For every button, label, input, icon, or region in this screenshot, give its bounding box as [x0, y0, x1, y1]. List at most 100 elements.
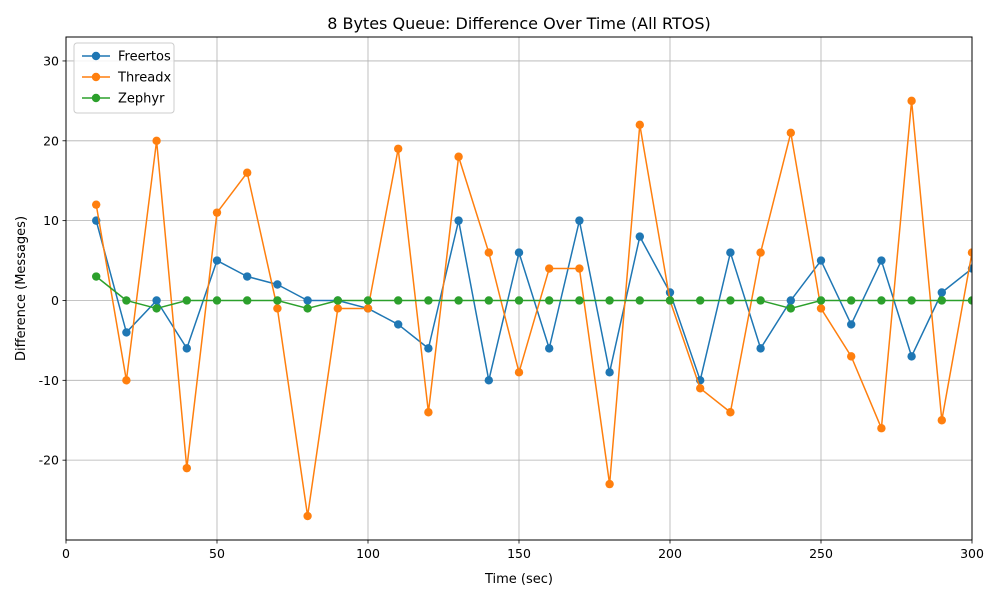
data-point-zephyr — [605, 296, 614, 305]
legend: Freertos Threadx Zephyr — [73, 42, 175, 114]
x-tick-label: 100 — [356, 546, 380, 561]
data-point-freertos — [726, 248, 735, 257]
legend-item-freertos: Freertos — [82, 50, 171, 65]
data-point-threadx — [424, 408, 433, 417]
legend-marker-freertos — [91, 51, 101, 61]
legend-marker-zephyr — [91, 93, 101, 103]
grid — [65, 37, 973, 540]
data-point-freertos — [816, 256, 826, 265]
data-point-freertos — [545, 344, 554, 353]
y-tick-label: 30 — [43, 53, 59, 68]
data-point-threadx — [756, 248, 765, 257]
data-point-threadx — [726, 408, 735, 417]
data-point-zephyr — [816, 296, 826, 305]
data-point-zephyr — [575, 296, 584, 305]
y-tick-label: -20 — [39, 453, 59, 468]
series-threadx — [92, 96, 972, 521]
data-point-zephyr — [454, 296, 463, 305]
data-point-threadx — [816, 304, 826, 313]
data-point-threadx — [605, 479, 614, 489]
data-point-zephyr — [665, 296, 675, 305]
series-line-threadx — [95, 100, 972, 517]
legend-item-zephyr: Zephyr — [82, 92, 165, 107]
data-point-freertos — [182, 344, 191, 353]
legend-item-threadx: Threadx — [82, 71, 171, 86]
data-point-freertos — [605, 368, 614, 377]
x-tick-label: 250 — [809, 546, 833, 561]
data-point-threadx — [152, 136, 161, 145]
data-point-freertos — [394, 320, 403, 329]
data-point-zephyr — [92, 272, 101, 281]
data-point-freertos — [454, 216, 463, 225]
data-point-freertos — [484, 376, 493, 385]
data-point-freertos — [907, 352, 916, 361]
data-point-zephyr — [273, 296, 282, 305]
data-point-freertos — [847, 320, 856, 329]
data-point-zephyr — [545, 296, 554, 305]
data-point-freertos — [212, 256, 222, 265]
data-point-threadx — [363, 304, 373, 313]
data-point-threadx — [454, 152, 463, 161]
data-point-zephyr — [484, 296, 493, 305]
data-point-threadx — [212, 208, 222, 217]
data-point-freertos — [665, 288, 675, 297]
data-point-zephyr — [696, 296, 705, 305]
data-point-threadx — [877, 424, 886, 433]
y-tick-label: 0 — [51, 293, 59, 308]
data-point-zephyr — [967, 296, 972, 305]
x-tick-label: 300 — [960, 546, 984, 561]
y-tick-label: -10 — [39, 373, 59, 388]
series-group — [92, 96, 972, 521]
data-point-freertos — [937, 288, 946, 297]
legend-label-threadx: Threadx — [117, 71, 171, 86]
data-point-zephyr — [152, 304, 161, 313]
data-point-threadx — [333, 304, 342, 313]
data-point-zephyr — [514, 296, 524, 305]
data-point-freertos — [424, 344, 433, 353]
data-point-freertos — [273, 280, 282, 289]
data-point-freertos — [122, 328, 131, 337]
data-point-zephyr — [907, 296, 916, 305]
data-point-threadx — [967, 248, 972, 257]
x-tick-label: 200 — [658, 546, 682, 561]
data-point-zephyr — [333, 296, 342, 305]
legend-label-freertos: Freertos — [118, 50, 171, 65]
data-point-freertos — [786, 296, 795, 305]
series-line-zephyr — [95, 275, 972, 310]
data-point-zephyr — [182, 296, 191, 305]
x-tick-label: 0 — [62, 546, 70, 561]
data-point-threadx — [92, 200, 101, 209]
data-point-zephyr — [877, 296, 886, 305]
data-point-zephyr — [394, 296, 403, 305]
data-point-threadx — [907, 96, 916, 106]
y-axis-label: Difference (Messages) — [14, 216, 29, 361]
data-point-freertos — [635, 232, 644, 241]
data-point-threadx — [635, 120, 644, 130]
data-point-zephyr — [937, 296, 946, 305]
data-point-zephyr — [635, 296, 644, 305]
data-point-zephyr — [122, 296, 131, 305]
data-point-zephyr — [756, 296, 765, 305]
data-point-threadx — [182, 463, 191, 473]
data-point-zephyr — [847, 296, 856, 305]
data-point-threadx — [122, 376, 131, 385]
data-point-threadx — [484, 248, 493, 257]
y-tick-label: 20 — [43, 133, 59, 148]
data-point-threadx — [303, 511, 312, 521]
data-point-zephyr — [786, 304, 795, 313]
data-point-zephyr — [726, 296, 735, 305]
data-point-freertos — [514, 248, 524, 257]
legend-marker-threadx — [91, 72, 101, 82]
data-point-threadx — [394, 144, 403, 153]
x-tick-label: 150 — [507, 546, 531, 561]
data-point-threadx — [847, 352, 856, 361]
series-zephyr — [92, 272, 972, 313]
data-point-zephyr — [424, 296, 433, 305]
axis-ticks: 0 50 100 150 200 250 300 -20 -10 0 10 20 30 — [39, 53, 984, 561]
data-point-threadx — [243, 168, 252, 177]
data-point-zephyr — [363, 296, 373, 305]
legend-label-zephyr: Zephyr — [118, 92, 165, 107]
data-point-threadx — [273, 304, 282, 313]
y-tick-label: 10 — [43, 213, 59, 228]
